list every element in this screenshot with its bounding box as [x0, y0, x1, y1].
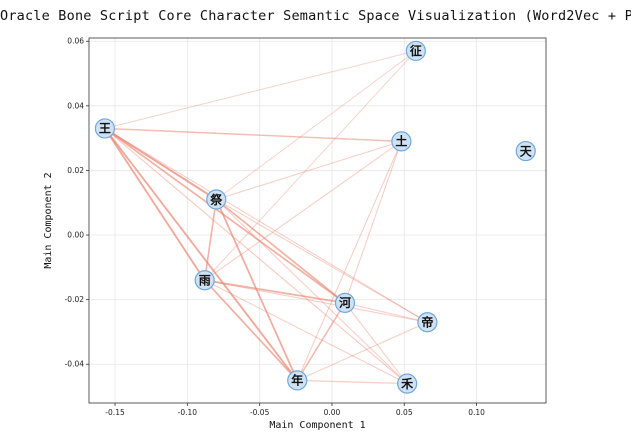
edge-line: [215, 198, 428, 323]
x-tick-label: 0.05: [396, 408, 413, 417]
edge-line: [296, 140, 402, 381]
data-point-marker: [206, 189, 227, 210]
edge-line: [204, 279, 408, 385]
data-point-marker: [391, 131, 412, 152]
data-point-label: 天: [520, 144, 533, 158]
y-tick-label: 0.06: [67, 37, 84, 46]
edge-line: [296, 321, 428, 381]
grid-layer: [89, 38, 546, 403]
edge-line: [296, 302, 346, 382]
x-tick-label: -0.05: [250, 408, 270, 417]
plot-frame: [88, 37, 547, 404]
y-axis-label: Main Component 2: [43, 172, 54, 268]
data-point: 雨: [194, 270, 215, 291]
edge-layer: [103, 50, 428, 385]
data-point-label: 帝: [421, 315, 433, 330]
data-point: 天: [515, 140, 536, 162]
data-point: 禾: [397, 373, 418, 394]
x-tick-label: -0.15: [105, 408, 125, 417]
edge-line: [204, 50, 417, 281]
data-point: 王: [94, 118, 116, 139]
edge-line: [215, 198, 346, 304]
data-point-marker: [397, 373, 418, 394]
edge-line: [103, 127, 218, 201]
data-point-label: 禾: [401, 377, 414, 391]
edge-line: [104, 127, 403, 143]
edge-line: [104, 127, 346, 304]
edge-line: [344, 302, 428, 323]
edge-line: [203, 279, 346, 304]
data-point: 土: [391, 131, 412, 152]
x-tick-label: -0.10: [178, 408, 198, 417]
edge-line: [344, 302, 408, 385]
data-point: 河: [334, 292, 356, 313]
data-point: 征: [405, 40, 426, 62]
data-point: 祭: [206, 189, 227, 210]
data-point-marker: [417, 312, 438, 333]
data-point-marker: [405, 40, 426, 62]
edge-line: [215, 198, 408, 385]
tick-layer: -0.15 -0.10 -0.05 0.00 0.05 0.10 -0.04 -0.02 0.0…: [65, 37, 486, 417]
data-point: 帝: [417, 312, 438, 333]
edge-line: [103, 127, 206, 282]
x-tick-label: 0.10: [468, 408, 485, 417]
data-point-marker: [515, 140, 536, 162]
y-tick-label: -0.04: [65, 360, 85, 369]
y-tick-label: -0.02: [65, 295, 85, 304]
y-tick-label: 0.02: [67, 166, 84, 175]
data-point-label: 王: [99, 122, 111, 136]
edge-line: [215, 198, 299, 382]
x-axis-label: Main Component 1: [269, 420, 365, 431]
edge-line: [204, 140, 402, 281]
data-point-label: 雨: [199, 274, 211, 288]
data-point-label: 祭: [209, 192, 223, 207]
data-point-label: 征: [410, 43, 422, 58]
data-point-label: 年: [291, 373, 303, 388]
data-point-label: 土: [395, 134, 407, 149]
edge-line: [203, 279, 299, 382]
edge-line: [104, 50, 417, 129]
edge-line: [103, 127, 299, 382]
x-tick-label: 0.00: [324, 408, 341, 417]
edge-line: [203, 198, 218, 282]
data-point-marker: [194, 270, 215, 291]
edge-line: [215, 140, 402, 201]
edge-line: [104, 127, 428, 323]
data-point-label: 河: [338, 295, 351, 310]
data-point: 年: [287, 370, 308, 391]
y-tick-label: 0.04: [67, 101, 84, 110]
data-point-marker: [287, 370, 308, 391]
chart-title: Oracle Bone Script Core Character Semant…: [0, 8, 631, 24]
edge-line: [215, 50, 417, 201]
edge-line: [204, 279, 428, 323]
edge-line: [344, 140, 402, 304]
data-point-marker: [94, 118, 116, 139]
edge-line: [104, 127, 408, 385]
edge-line: [296, 379, 408, 385]
y-tick-label: 0.00: [67, 231, 84, 240]
data-point-marker: [334, 292, 356, 313]
